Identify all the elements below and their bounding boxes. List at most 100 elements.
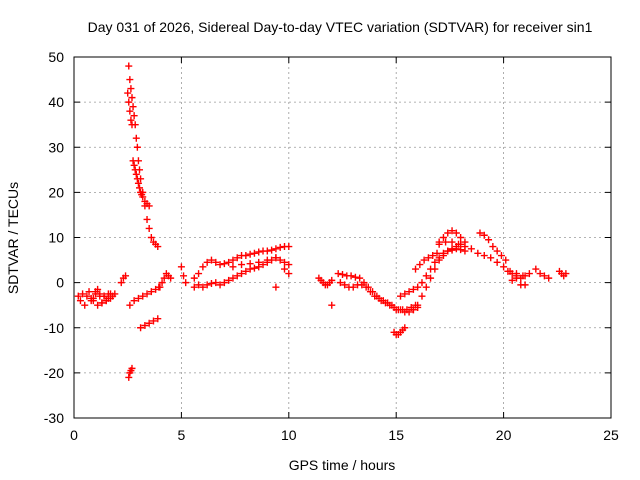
data-point	[409, 306, 417, 314]
data-point	[375, 294, 383, 302]
data-point	[435, 240, 443, 248]
data-point	[102, 297, 110, 305]
data-point	[461, 243, 469, 251]
data-point	[160, 274, 168, 282]
data-point	[207, 256, 215, 264]
series-arc-g	[137, 315, 162, 332]
data-point	[525, 270, 533, 278]
data-point	[427, 274, 435, 282]
data-point	[126, 76, 134, 84]
data-point	[476, 229, 484, 237]
y-tick-label: 30	[48, 139, 64, 155]
data-point	[412, 265, 420, 273]
data-point	[128, 364, 136, 372]
data-point	[125, 373, 133, 381]
data-point	[145, 224, 153, 232]
data-point	[225, 276, 233, 284]
y-tick-label: 0	[56, 275, 64, 291]
data-point	[111, 290, 119, 298]
y-tick-label: 40	[48, 94, 64, 110]
data-point	[132, 134, 140, 142]
series-arc-k	[190, 254, 293, 291]
series-arc-x	[476, 229, 510, 264]
data-point	[420, 256, 428, 264]
data-point	[229, 256, 237, 264]
data-point	[91, 288, 99, 296]
data-point	[216, 281, 224, 289]
data-point	[285, 261, 293, 269]
data-point	[439, 252, 447, 260]
data-point	[126, 301, 134, 309]
series-arc-l	[229, 254, 293, 278]
series-arc-o	[328, 301, 336, 309]
y-tick-labels: -30 -20 -10 0 10 20 30 40 50	[44, 49, 64, 426]
data-point	[195, 270, 203, 278]
series-arc-ab	[555, 267, 570, 280]
data-point	[497, 252, 505, 260]
data-point	[139, 193, 147, 201]
data-point	[154, 243, 162, 251]
data-point	[117, 279, 125, 287]
data-point	[156, 283, 164, 291]
data-point	[422, 283, 430, 291]
y-tick-label: -30	[44, 410, 64, 426]
data-point	[127, 116, 135, 124]
data-point	[396, 292, 404, 300]
data-point	[212, 258, 220, 266]
data-point	[409, 285, 417, 293]
data-point	[371, 292, 379, 300]
data-point	[132, 170, 140, 178]
data-point	[85, 288, 93, 296]
data-point	[358, 281, 366, 289]
data-point	[220, 260, 228, 268]
data-point	[229, 274, 237, 282]
data-point	[351, 273, 359, 281]
data-point	[133, 143, 141, 151]
data-point	[207, 280, 215, 288]
data-point	[272, 283, 280, 291]
data-point	[508, 276, 516, 284]
data-point	[379, 297, 387, 305]
data-point	[281, 265, 289, 273]
data-point	[126, 107, 134, 115]
data-point	[454, 240, 462, 248]
x-tick-label: 5	[178, 427, 186, 443]
data-point	[384, 299, 392, 307]
series-arc-d-mid	[124, 89, 153, 210]
data-point	[199, 283, 207, 291]
series-arc-c	[117, 272, 130, 287]
data-point	[416, 261, 424, 269]
data-point	[562, 270, 570, 278]
series-arc-b	[87, 288, 119, 309]
data-point	[272, 245, 280, 253]
data-point	[130, 297, 138, 305]
data-point	[190, 274, 198, 282]
grid-lines	[74, 57, 611, 418]
data-point	[233, 254, 241, 262]
series-arc-j	[190, 243, 293, 282]
data-point	[452, 229, 460, 237]
data-point	[74, 292, 82, 300]
data-point	[143, 215, 151, 223]
data-point	[167, 274, 175, 282]
data-point	[448, 245, 456, 253]
data-point	[388, 301, 396, 309]
data-point	[216, 261, 224, 269]
data-point	[203, 281, 211, 289]
data-point	[504, 267, 512, 275]
data-point	[238, 261, 246, 269]
data-point	[139, 292, 147, 300]
x-tick-label: 20	[496, 427, 512, 443]
data-point	[339, 271, 346, 279]
data-point	[79, 290, 87, 298]
series-arc-z	[508, 274, 529, 289]
series-arc-v	[435, 227, 469, 246]
data-point	[493, 247, 501, 255]
data-point	[158, 279, 166, 287]
data-point	[255, 248, 263, 256]
data-point	[521, 281, 529, 289]
data-point	[467, 245, 475, 253]
data-point	[220, 279, 228, 287]
data-point	[328, 276, 336, 284]
